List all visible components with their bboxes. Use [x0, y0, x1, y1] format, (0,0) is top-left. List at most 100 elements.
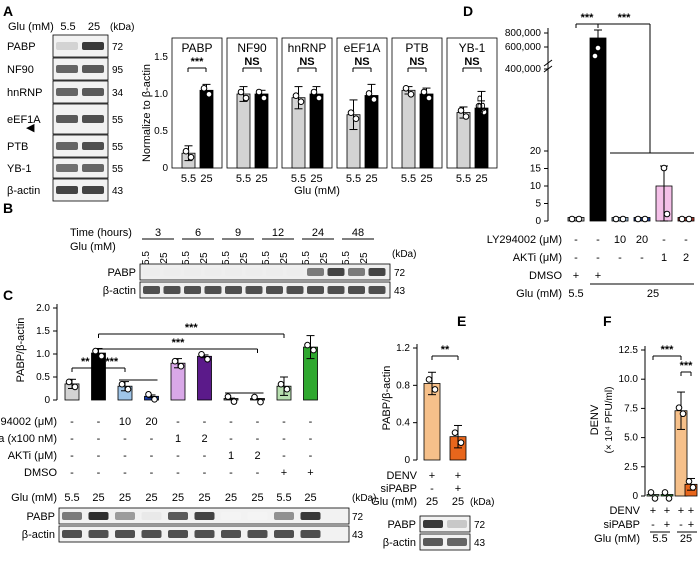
condition-value: - — [150, 450, 154, 462]
bar — [254, 93, 269, 169]
data-point — [205, 91, 213, 98]
data-point — [304, 341, 311, 349]
subpanel-frame — [446, 37, 498, 169]
y-tick-label: 0 — [404, 455, 410, 466]
data-point — [457, 439, 465, 446]
condition-value: 10 — [119, 416, 131, 428]
time-value: 24 — [312, 227, 324, 239]
condition-value: + — [455, 483, 461, 495]
blot-band — [168, 530, 188, 538]
blot-band — [300, 512, 321, 520]
data-point — [402, 85, 410, 92]
data-point — [347, 109, 355, 117]
condition-value: - — [203, 416, 207, 428]
bar — [197, 355, 212, 401]
blot-band — [204, 268, 222, 276]
category-label: 5.5 — [236, 173, 251, 185]
blot-row-label: YB-1 — [7, 163, 31, 175]
bar — [309, 93, 324, 169]
data-point — [675, 404, 683, 412]
category-label: 5.5 — [291, 173, 306, 185]
y-tick-label: 0 — [632, 491, 638, 502]
blot-band — [286, 286, 304, 294]
subpanel-title: eEF1A — [344, 41, 381, 55]
blot-band — [307, 268, 324, 276]
data-point — [685, 478, 693, 485]
significance-label: *** — [661, 344, 675, 356]
blot-band — [266, 286, 283, 294]
glu-value: 25 — [279, 252, 290, 264]
blot-band — [274, 530, 294, 538]
y-tick-label: 0 — [535, 216, 541, 227]
y-tick-label: 10 — [530, 181, 542, 192]
condition-value: - — [618, 252, 622, 264]
significance-label: *** — [581, 12, 595, 24]
kda-marker: 95 — [112, 65, 124, 76]
blot-band — [62, 512, 82, 520]
data-point — [124, 385, 132, 393]
y-axis-label: RQ of PABP — [476, 95, 488, 155]
panel-letter-a: A — [3, 3, 13, 19]
blot-band — [327, 286, 345, 294]
blot-band — [266, 268, 283, 276]
blot-row-label: PTB — [7, 141, 28, 153]
category-label: 5.5 — [346, 173, 361, 185]
glu-label: Glu (mM) — [11, 492, 57, 504]
panel-letter-e: E — [457, 313, 466, 329]
data-point — [237, 88, 245, 96]
blot-band — [225, 286, 242, 294]
kda-marker: 72 — [394, 268, 406, 279]
subpanel-title: PTB — [405, 41, 428, 55]
significance-label: *** — [680, 360, 694, 372]
data-point — [365, 90, 373, 97]
blot-band — [82, 115, 104, 123]
kda-marker: 72 — [112, 42, 124, 53]
glu-label: Glu (mM) — [8, 21, 54, 33]
axis-break — [543, 59, 553, 67]
glu-value: 5.5 — [181, 251, 192, 265]
y-tick-label: 1.2 — [396, 343, 410, 354]
category-label: 5.5 — [181, 173, 196, 185]
data-point — [663, 210, 671, 218]
condition-row-label: Glu (mM) — [594, 533, 640, 545]
data-point — [260, 94, 268, 102]
blot-band — [225, 268, 242, 276]
data-point — [480, 108, 488, 116]
condition-value: - — [256, 433, 260, 445]
time-value: 3 — [155, 227, 161, 239]
blot-row-label: PABP — [387, 519, 416, 531]
condition-value: - — [70, 450, 74, 462]
data-point — [65, 378, 73, 386]
condition-value: + — [664, 519, 670, 531]
condition-row-label: siPABP — [381, 483, 417, 495]
blot-band — [204, 286, 222, 294]
data-point — [651, 495, 659, 502]
condition-value: 25 — [452, 496, 464, 508]
significance-label: NS — [299, 56, 314, 68]
condition-value: + — [307, 467, 313, 479]
data-point — [661, 489, 669, 496]
blot-band — [88, 512, 109, 520]
time-value: 12 — [272, 227, 284, 239]
category-label: 5.5 — [401, 173, 416, 185]
kda-label: (kDa) — [110, 22, 134, 33]
time-label: Time (hours) — [70, 227, 132, 239]
data-point — [98, 352, 105, 360]
kda-marker: 43 — [474, 538, 486, 549]
blot-row-label: β-actin — [22, 529, 55, 541]
condition-value: - — [574, 234, 578, 246]
significance-label: *** — [105, 356, 119, 368]
y-axis-label: PABP/β-actin — [15, 318, 27, 383]
y-tick-label: 1.5 — [36, 326, 50, 337]
y-tick-label: 2.0 — [36, 303, 50, 314]
blot-band — [168, 512, 188, 520]
data-point — [689, 484, 697, 491]
data-point — [198, 351, 205, 358]
blot-band — [423, 520, 443, 528]
data-point — [277, 380, 285, 388]
subpanel-title: YB-1 — [459, 41, 486, 55]
blot-row-label: PABP — [26, 511, 55, 523]
data-point — [420, 88, 428, 96]
blot-band — [56, 115, 78, 123]
